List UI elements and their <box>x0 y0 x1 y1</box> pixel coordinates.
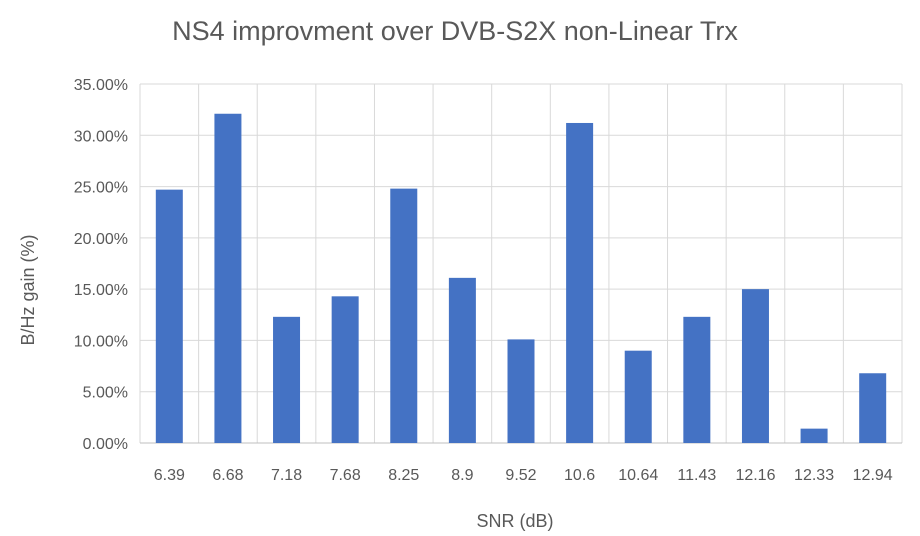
y-axis-ticks: 0.00% 5.00% 10.00% 15.00% 20.00% 25.00% 30.00%… <box>74 77 128 453</box>
x-tick-label: 7.68 <box>330 467 361 484</box>
y-tick-label: 20.00% <box>74 231 128 248</box>
x-tick-label: 12.94 <box>853 467 893 484</box>
x-tick-label: 10.6 <box>564 467 595 484</box>
bars <box>155 113 887 443</box>
y-tick-label: 25.00% <box>74 180 128 197</box>
x-tick-label: 8.9 <box>451 467 473 484</box>
bar <box>624 350 652 443</box>
bar <box>800 428 828 443</box>
bar <box>566 122 594 443</box>
bar <box>448 277 476 443</box>
x-axis-title: SNR (dB) <box>476 511 553 531</box>
y-axis-title: B/Hz gain (%) <box>18 234 38 345</box>
x-tick-label: 12.16 <box>735 467 775 484</box>
grid <box>139 83 903 444</box>
x-tick-label: 8.25 <box>388 467 419 484</box>
bar <box>273 316 301 443</box>
x-tick-label: 7.18 <box>271 467 302 484</box>
bar <box>390 188 418 443</box>
y-tick-label: 30.00% <box>74 128 128 145</box>
bar <box>741 289 769 443</box>
bar <box>683 316 711 443</box>
x-tick-label: 11.43 <box>677 467 716 484</box>
y-tick-label: 0.00% <box>83 436 128 453</box>
y-tick-label: 10.00% <box>74 333 128 350</box>
chart-title: NS4 improvment over DVB-S2X non-Linear T… <box>172 16 738 46</box>
bar <box>507 339 535 443</box>
x-tick-label: 12.33 <box>794 467 834 484</box>
x-tick-label: 10.64 <box>618 467 658 484</box>
y-tick-label: 15.00% <box>74 282 128 299</box>
bar <box>155 189 183 443</box>
x-tick-label: 6.39 <box>154 467 185 484</box>
x-tick-label: 9.52 <box>505 467 536 484</box>
bar <box>331 296 359 443</box>
x-axis-ticks: 6.39 6.68 7.18 7.68 8.25 8.9 9.52 10.6 10.64 11.4… <box>154 467 893 484</box>
y-tick-label: 5.00% <box>83 385 128 402</box>
x-tick-label: 6.68 <box>212 467 243 484</box>
bar <box>214 113 242 443</box>
y-tick-label: 35.00% <box>74 77 128 94</box>
bar <box>859 373 887 443</box>
